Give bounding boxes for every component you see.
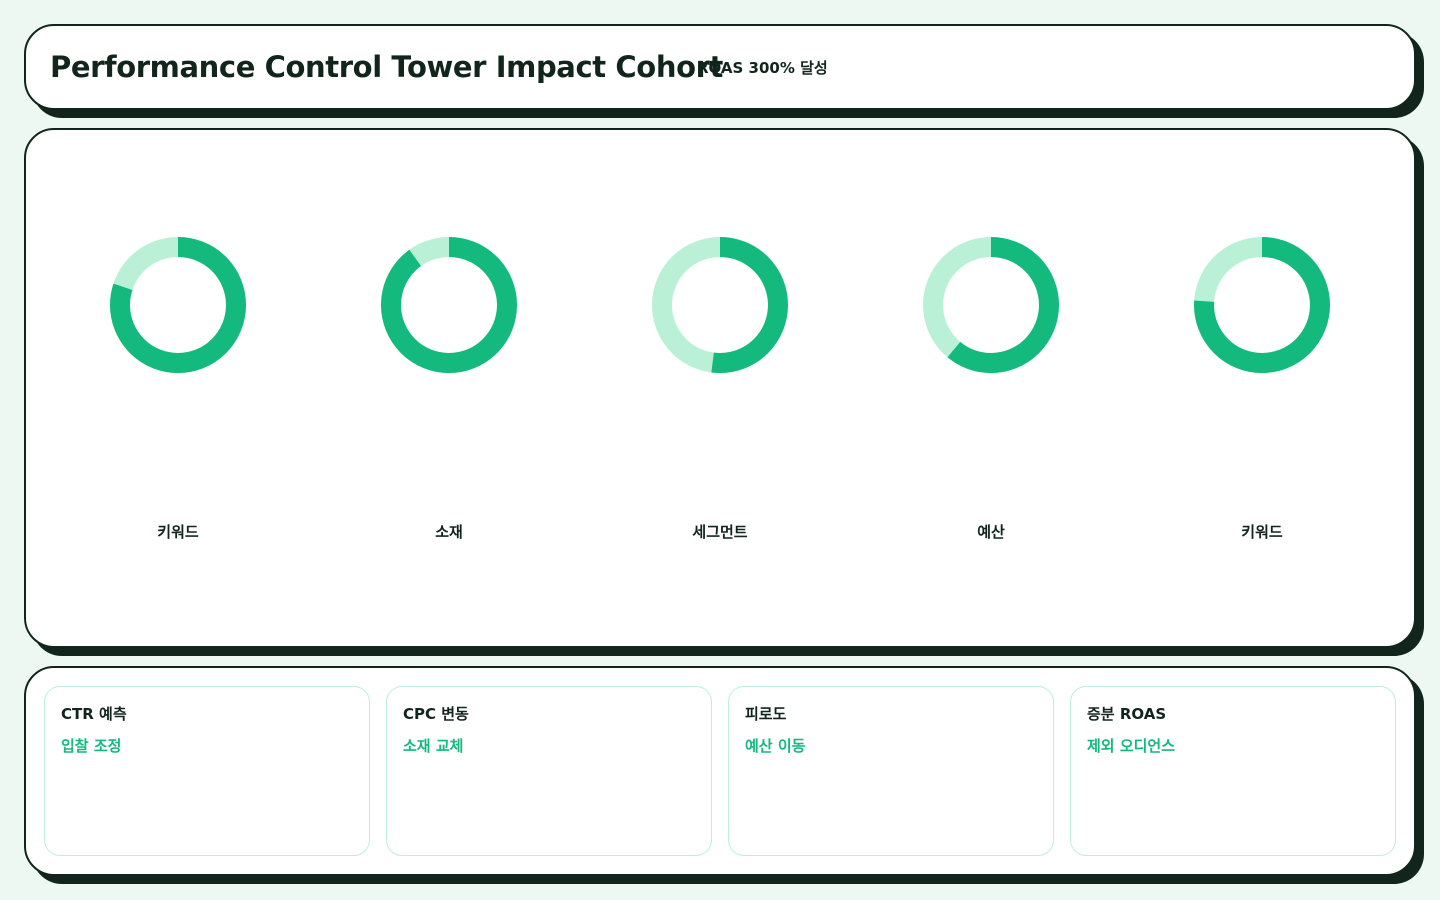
donut-label: 키워드: [157, 523, 199, 541]
metric-card-action: 소재 교체: [403, 737, 464, 755]
metric-card-fatigue[interactable]: 피로도 예산 이동: [728, 686, 1054, 856]
metric-card-action: 입찰 조정: [61, 737, 122, 755]
donut-value-arc: [110, 237, 246, 373]
metric-card-action: 예산 이동: [745, 737, 806, 755]
page-title: Performance Control Tower Impact Cohort: [50, 50, 723, 84]
donut-value-arc: [1194, 237, 1330, 373]
donut-label: 소재: [435, 523, 463, 541]
donut-4: 예산: [923, 237, 1059, 541]
metric-card-title: 증분 ROAS: [1087, 705, 1167, 723]
metric-card-incremental-roas[interactable]: 증분 ROAS 제외 오디언스: [1070, 686, 1396, 856]
metric-card-title: 피로도: [745, 705, 787, 723]
donut-label: 키워드: [1241, 523, 1283, 541]
header-panel: Performance Control Tower Impact Cohort …: [24, 24, 1416, 110]
donut-value-arc: [381, 237, 517, 373]
metric-card-ctr[interactable]: CTR 예측 입찰 조정: [44, 686, 370, 856]
metric-card-action: 제외 오디언스: [1087, 737, 1176, 755]
roas-badge: ROAS 300% 달성: [697, 59, 828, 77]
metric-card-title: CPC 변동: [403, 705, 469, 723]
donut-1: 키워드: [110, 237, 246, 541]
donut-label: 세그먼트: [692, 523, 747, 541]
donut-chart: 키워드 소재 세그먼트 예산 키워드: [110, 237, 1330, 541]
donut-5: 키워드: [1194, 237, 1330, 541]
metric-card-title: CTR 예측: [61, 705, 127, 723]
donut-label: 예산: [977, 523, 1005, 541]
donut-chart-panel: 키워드 소재 세그먼트 예산 키워드: [24, 128, 1416, 648]
metric-card-cpc[interactable]: CPC 변동 소재 교체: [386, 686, 712, 856]
donut-value-arc: [652, 237, 788, 373]
donut-2: 소재: [381, 237, 517, 541]
donut-3: 세그먼트: [652, 237, 788, 541]
metric-cards-panel: CTR 예측 입찰 조정 CPC 변동 소재 교체 피로도 예산 이동 증분 R…: [24, 666, 1416, 876]
donut-value-arc: [923, 237, 1059, 373]
